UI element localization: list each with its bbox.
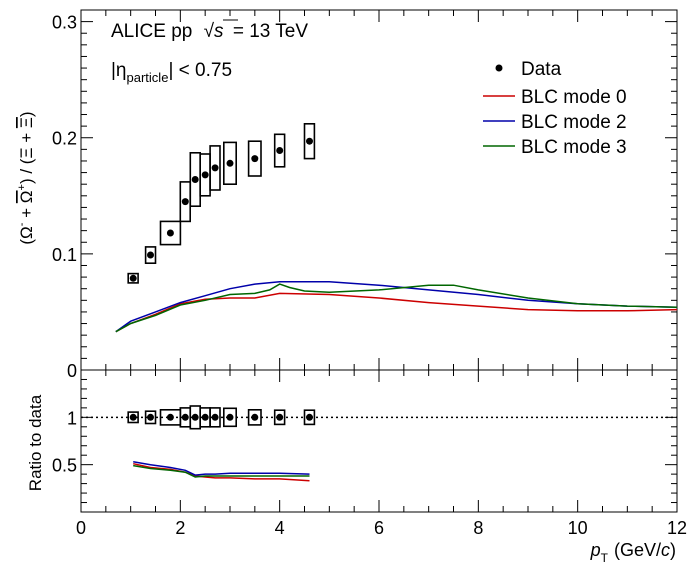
bottom-data-point — [147, 413, 154, 421]
top-syst-box — [159, 220, 182, 246]
top-curve-blc-mode-3 — [115, 283, 678, 333]
top-curve-blc-mode-0 — [115, 292, 678, 333]
legend: Data BLC mode 0 BLC mode 2 BLC mode 3 — [483, 59, 627, 158]
x-tick-label: 6 — [374, 518, 384, 538]
bottom-data-point — [251, 413, 259, 421]
top-syst-box — [144, 246, 157, 264]
bottom-data-point — [181, 413, 189, 421]
legend-label-mode3: BLC mode 3 — [521, 137, 627, 158]
bottom-data-point — [166, 413, 174, 421]
top-model-curves — [115, 280, 678, 333]
bottom-data-point — [129, 413, 137, 421]
legend-label-mode2: BLC mode 2 — [521, 112, 627, 133]
top-data-point — [191, 176, 199, 183]
top-y-tick-label: 0.2 — [52, 129, 77, 149]
bottom-syst-box — [144, 410, 157, 425]
x-tick-label: 2 — [175, 518, 185, 538]
bottom-data-point — [226, 413, 234, 421]
top-data-point — [201, 171, 209, 179]
bottom-curve-blc-mode-3 — [133, 464, 310, 478]
x-tick-label: 8 — [473, 518, 483, 538]
top-data-point — [276, 147, 284, 154]
top-syst-box — [209, 145, 221, 191]
bottom-data-point — [191, 413, 199, 421]
x-tick-label: 10 — [568, 518, 588, 538]
bottom-syst-box — [247, 408, 262, 426]
top-axis-ticks: 0 0.1 0.2 0.3 — [52, 9, 678, 381]
bottom-syst-box — [223, 407, 238, 428]
top-syst-box — [273, 133, 286, 168]
top-data-point — [147, 251, 154, 259]
legend-marker-data — [495, 64, 503, 72]
top-syst-box — [127, 272, 139, 284]
top-y-axis-label: (Ω- + Ω+) / (Ξ + Ξ) — [16, 111, 36, 244]
bottom-data-point — [276, 413, 284, 421]
bottom-data-points — [127, 405, 316, 430]
bottom-curve-blc-mode-0 — [133, 462, 310, 482]
top-y-tick-label: 0 — [67, 361, 77, 381]
bottom-y-tick-label: 0.5 — [52, 456, 77, 476]
bottom-syst-box — [303, 409, 316, 426]
bottom-model-curves — [133, 461, 310, 482]
bottom-axis-ticks: 0.510 2 4 6 8 10 12 — [52, 369, 687, 538]
x-tick-label: 0 — [76, 518, 86, 538]
bottom-syst-box — [273, 409, 286, 426]
top-curve-blc-mode-2 — [115, 280, 678, 333]
bottom-y-axis-label: Ratio to data — [26, 394, 45, 491]
bottom-curve-blc-mode-2 — [133, 461, 310, 476]
bottom-plot-frame — [80, 369, 678, 513]
experiment-label: ALICE pp √s = 13 TeV — [111, 21, 308, 42]
top-y-tick-label: 0.3 — [52, 13, 77, 33]
x-axis-label: pT (GeV/c) — [590, 540, 676, 565]
bottom-syst-box — [127, 411, 139, 424]
x-tick-label: 12 — [667, 518, 687, 538]
top-data-point — [306, 137, 313, 145]
top-syst-box — [303, 123, 316, 160]
bottom-data-point — [211, 413, 219, 421]
bottom-data-point — [201, 413, 209, 421]
bottom-y-tick-label: 1 — [67, 408, 77, 428]
legend-label-mode0: BLC mode 0 — [521, 87, 627, 108]
top-data-point — [226, 159, 234, 167]
top-data-point — [211, 164, 219, 172]
top-syst-box — [247, 140, 262, 177]
bottom-syst-box — [209, 407, 221, 428]
top-syst-box — [223, 141, 238, 185]
bottom-data-point — [306, 413, 313, 421]
legend-label-data: Data — [521, 59, 562, 80]
top-data-point — [166, 229, 174, 237]
x-tick-label: 4 — [275, 518, 285, 538]
top-data-points — [127, 123, 316, 284]
top-data-point — [181, 198, 189, 206]
eta-label: |ηparticle| < 0.75 — [111, 60, 232, 85]
top-y-tick-label: 0.1 — [52, 245, 77, 265]
top-data-point — [129, 274, 137, 282]
top-data-point — [251, 155, 259, 163]
